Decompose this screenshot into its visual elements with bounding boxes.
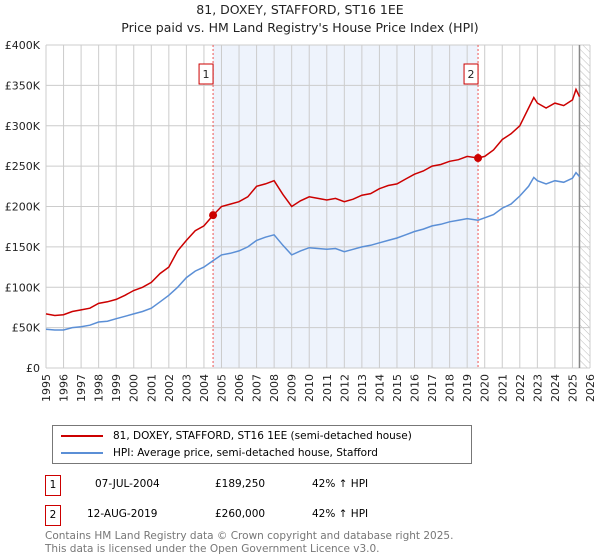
- hpi-line: [45, 171, 581, 331]
- x-tick-label: 2015: [391, 374, 404, 402]
- x-tick-label: 2010: [303, 374, 316, 402]
- x-tick-label: 2012: [338, 374, 351, 402]
- x-tick-label: 1996: [58, 374, 71, 402]
- x-tick-label: 2021: [496, 374, 509, 402]
- transaction-badge: 2: [45, 505, 61, 526]
- y-tick-label: £200K: [5, 201, 41, 214]
- x-tick-label: 2004: [198, 374, 211, 402]
- transaction-row: 2 12-AUG-2019 £260,000 42% ↑ HPI: [45, 505, 445, 526]
- transaction-badge: 1: [45, 475, 61, 496]
- x-tick-label: 2025: [566, 374, 579, 402]
- sale-point: [209, 211, 218, 220]
- sale-marker-badge: [463, 63, 479, 85]
- x-tick-label: 2005: [215, 374, 228, 402]
- footer-line-1: Contains HM Land Registry data © Crown c…: [45, 530, 454, 542]
- transaction-price: £260,000: [215, 508, 266, 520]
- legend-swatch-hpi: [61, 452, 103, 454]
- legend-label-property: 81, DOXEY, STAFFORD, ST16 1EE (semi-deta…: [113, 430, 412, 442]
- y-tick-label: £300K: [5, 120, 41, 133]
- footer-line-2: This data is licensed under the Open Gov…: [45, 542, 380, 555]
- chart-title: 81, DOXEY, STAFFORD, ST16 1EE: [196, 2, 404, 17]
- x-tick-label: 2006: [233, 374, 246, 402]
- transaction-date: 07-JUL-2004: [95, 478, 160, 490]
- y-tick-label: £0: [26, 362, 40, 375]
- x-tick-label: 2001: [145, 374, 158, 402]
- legend-swatch-property: [61, 435, 103, 437]
- x-tick-label: 2000: [128, 374, 141, 402]
- y-tick-label: £50K: [12, 322, 41, 335]
- y-tick-label: £100K: [5, 281, 41, 294]
- sale-marker-badge: [198, 63, 214, 85]
- transaction-date: 12-AUG-2019: [87, 508, 158, 520]
- sale-point: [474, 154, 483, 163]
- y-tick-label: £400K: [5, 39, 41, 52]
- x-tick-label: 2024: [549, 374, 562, 402]
- x-tick-label: 1998: [93, 374, 106, 402]
- y-tick-label: £350K: [5, 79, 41, 92]
- x-tick-label: 2023: [531, 374, 544, 402]
- x-tick-label: 1997: [75, 374, 88, 402]
- x-tick-label: 2016: [409, 374, 422, 402]
- y-tick-label: £150K: [5, 241, 41, 254]
- x-tick-label: 2013: [356, 374, 369, 402]
- x-tick-label: 2017: [426, 374, 439, 402]
- x-tick-label: 2026: [584, 374, 597, 402]
- transaction-row: 1 07-JUL-2004 £189,250 42% ↑ HPI: [45, 475, 445, 496]
- x-tick-label: 2007: [251, 374, 264, 402]
- transaction-price: £189,250: [215, 478, 266, 490]
- legend: 81, DOXEY, STAFFORD, ST16 1EE (semi-deta…: [52, 425, 472, 464]
- x-tick-label: 2011: [321, 374, 334, 402]
- x-tick-label: 2020: [479, 374, 492, 402]
- legend-label-hpi: HPI: Average price, semi-detached house,…: [113, 447, 378, 459]
- sale-marker-label: 2: [468, 68, 475, 81]
- x-tick-label: 2022: [514, 374, 527, 402]
- footer: Contains HM Land Registry data © Crown c…: [45, 530, 453, 555]
- chart-subtitle: Price paid vs. HM Land Registry's House …: [121, 20, 479, 35]
- transaction-hpi: 42% ↑ HPI: [312, 478, 369, 490]
- plot-area: 1995 1996 1997 1998 1999 2000 2001 2002 2003 2004…: [5, 39, 597, 402]
- x-tick-label: 2018: [444, 374, 457, 402]
- x-tick-label: 2002: [163, 374, 176, 402]
- y-tick-label: £250K: [5, 160, 41, 173]
- sale-marker-label: 1: [203, 68, 210, 81]
- transaction-hpi: 42% ↑ HPI: [312, 508, 369, 520]
- x-tick-label: 1999: [110, 374, 123, 402]
- x-tick-label: 2009: [286, 374, 299, 402]
- property-price-line: [45, 87, 581, 317]
- x-tick-label: 2003: [180, 374, 193, 402]
- x-tick-label: 2019: [461, 374, 474, 402]
- x-tick-label: 1995: [40, 374, 53, 402]
- x-tick-label: 2008: [268, 374, 281, 402]
- x-tick-label: 2014: [373, 374, 386, 402]
